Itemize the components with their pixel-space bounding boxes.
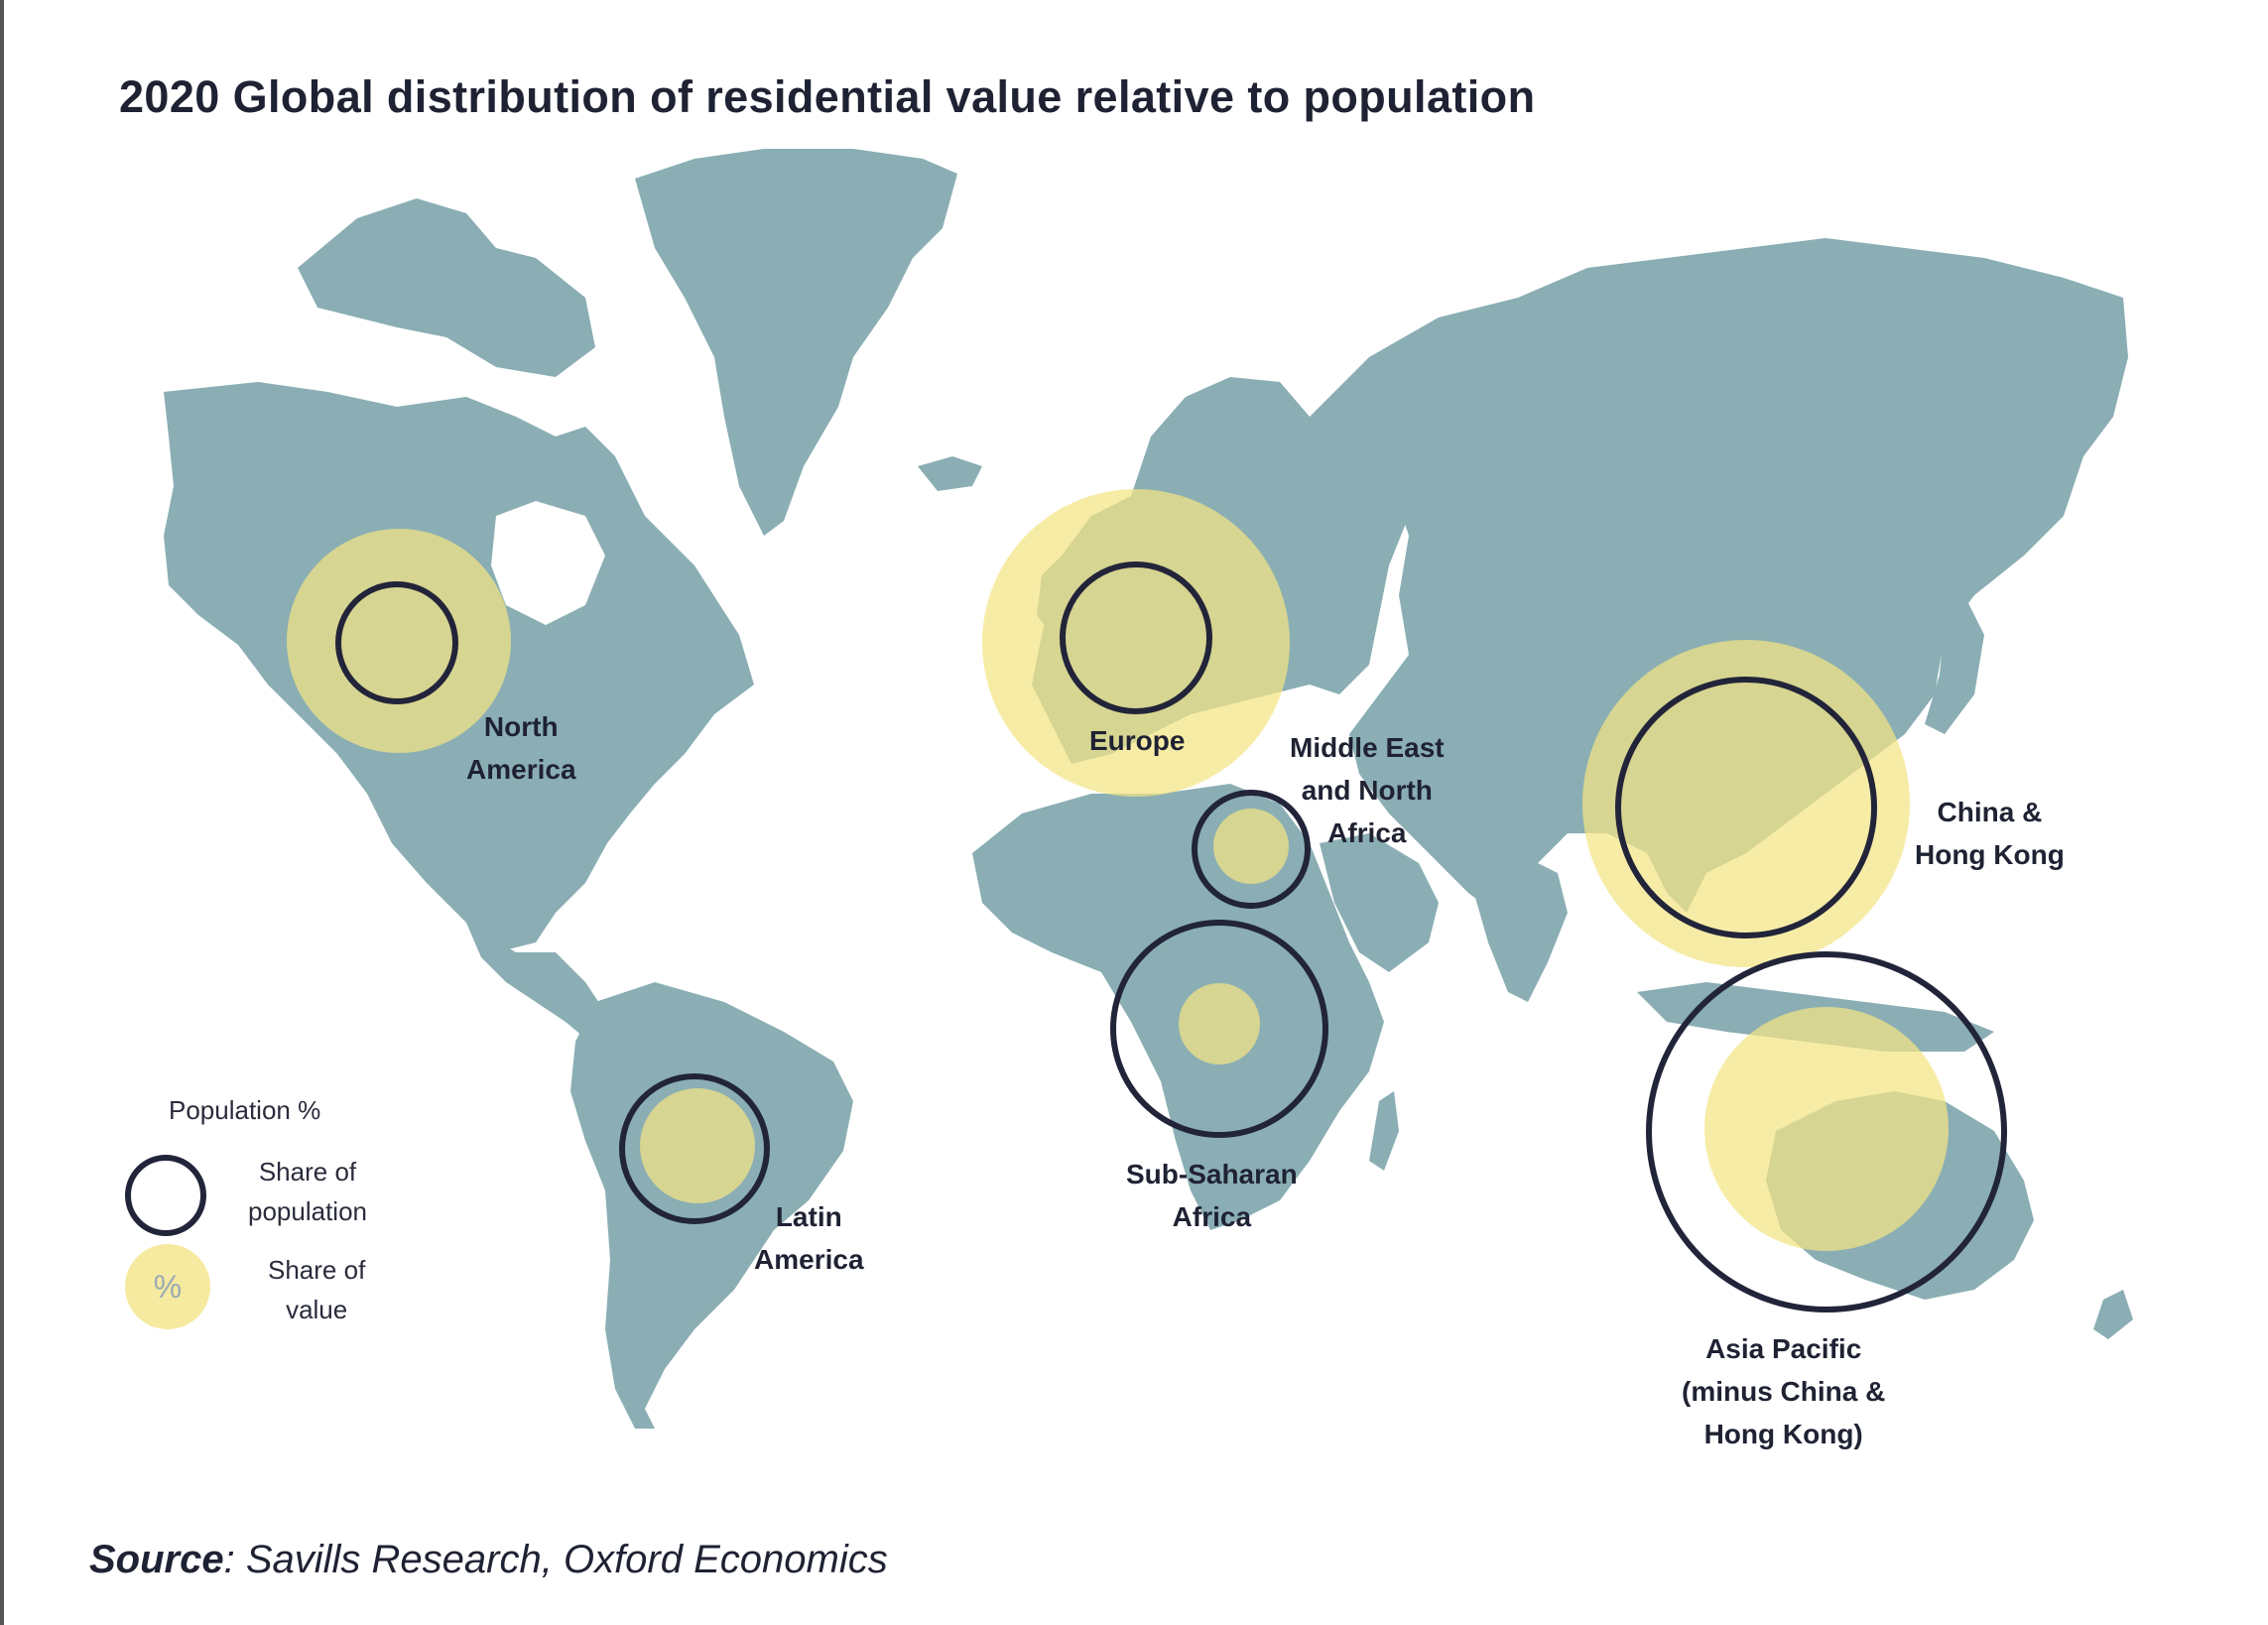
label-asia-pacific: Asia Pacific (minus China & Hong Kong) xyxy=(1682,1333,1886,1449)
arabia xyxy=(1320,833,1439,972)
label-mena: Middle East and North Africa xyxy=(1290,732,1445,848)
central-america xyxy=(466,923,625,1047)
source-text: : Savills Research, Oxford Economics xyxy=(223,1538,888,1581)
madagascar xyxy=(1369,1091,1399,1171)
greenland xyxy=(635,149,957,536)
value-circle-sub-saharan xyxy=(1179,983,1260,1064)
legend-value-swatch: % xyxy=(125,1244,210,1329)
value-circle-mena xyxy=(1213,809,1289,884)
source-note: Source: Savills Research, Oxford Economi… xyxy=(89,1538,888,1582)
label-north-america: North America xyxy=(466,711,576,785)
label-europe: Europe xyxy=(1089,725,1186,756)
new-zealand xyxy=(2093,1290,2133,1339)
legend-value-label: Share of value xyxy=(268,1255,366,1324)
population-circle-sub-saharan xyxy=(1110,920,1328,1138)
source-prefix: Source xyxy=(89,1538,224,1581)
india xyxy=(1468,853,1568,1002)
value-circle-asia-pacific xyxy=(1704,1007,1949,1251)
population-circle-china-hk xyxy=(1615,677,1877,938)
hudson-bay xyxy=(491,501,605,625)
iceland xyxy=(918,456,982,491)
japan xyxy=(1925,595,1984,734)
population-circle-europe xyxy=(1060,562,1212,714)
value-circle-north-america xyxy=(287,529,511,753)
label-sub-saharan: Sub-Saharan Africa xyxy=(1126,1159,1298,1232)
legend-population-swatch xyxy=(125,1155,206,1236)
population-circles xyxy=(335,562,2007,1312)
value-circles xyxy=(287,489,1949,1251)
legend-population-label: Share of population xyxy=(248,1157,367,1226)
label-china-hk: China & Hong Kong xyxy=(1915,797,2065,870)
asia xyxy=(1310,238,2128,923)
legend-title: Population % xyxy=(169,1095,321,1125)
map-title: 2020 Global distribution of residential … xyxy=(119,71,1536,122)
population-circle-mena xyxy=(1192,790,1311,909)
value-circle-latin-america xyxy=(640,1088,755,1203)
value-circle-europe xyxy=(982,489,1290,797)
frame-edge xyxy=(0,0,4,1625)
arctic-islands xyxy=(298,198,595,377)
population-circle-latin-america xyxy=(619,1073,770,1224)
population-circle-north-america xyxy=(335,581,458,704)
south-america xyxy=(570,982,853,1429)
percent-icon: % xyxy=(153,1268,183,1305)
value-circle-china-hk xyxy=(1582,640,1910,967)
label-latin-america: Latin America xyxy=(754,1201,864,1275)
population-circle-asia-pacific xyxy=(1646,951,2007,1312)
